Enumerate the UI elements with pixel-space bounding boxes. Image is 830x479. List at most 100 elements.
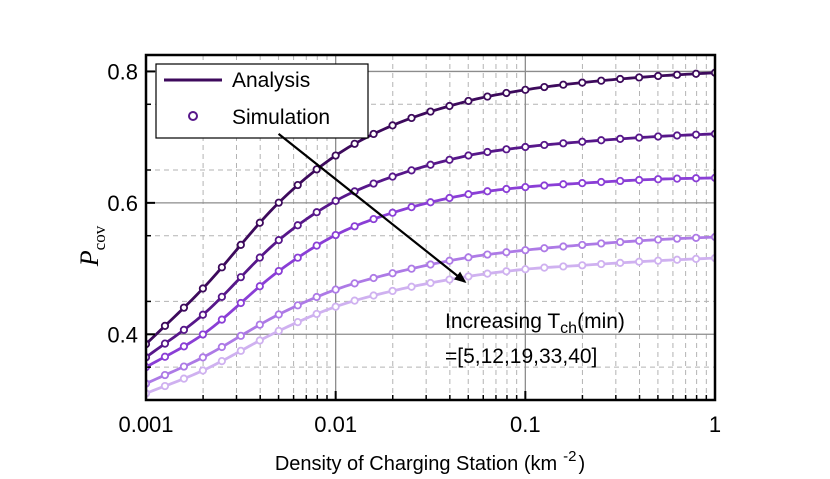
simulation-point-5	[274, 326, 283, 336]
legend-box	[155, 63, 369, 139]
simulation-point-4	[236, 331, 245, 340]
simulation-point-3	[255, 282, 264, 291]
simulation-point-2	[293, 221, 302, 230]
legend-analysis-label: Analysis	[232, 69, 310, 92]
y-axis-title-subscript: cov	[90, 225, 109, 250]
simulation-point-2	[540, 140, 549, 150]
simulation-point-2	[521, 142, 530, 152]
simulation-point-2	[255, 253, 264, 262]
simulation-point-2	[331, 196, 340, 205]
simulation-point-2	[369, 179, 378, 188]
simulation-point-4	[616, 237, 625, 247]
x-tick-label: 0.001	[118, 412, 173, 437]
analysis-curve-5	[146, 256, 715, 395]
simulation-point-3	[635, 175, 644, 185]
simulation-point-3	[521, 182, 530, 192]
simulation-point-2	[635, 133, 644, 142]
simulation-point-1	[483, 92, 492, 101]
simulation-point-4	[672, 234, 682, 243]
simulation-point-3	[293, 253, 302, 262]
simulation-point-5	[445, 275, 454, 284]
simulation-point-3	[597, 177, 606, 187]
simulation-point-3	[672, 174, 682, 183]
increasing-arrow	[277, 132, 467, 283]
simulation-point-4	[407, 264, 416, 273]
simulation-point-5	[369, 291, 378, 300]
simulation-point-4	[521, 246, 530, 255]
simulation-point-2	[597, 136, 606, 145]
simulation-point-5	[160, 381, 170, 391]
simulation-point-5	[331, 302, 340, 311]
simulation-point-5	[293, 318, 302, 327]
legend-simulation-circle-icon	[188, 111, 198, 121]
simulation-point-2	[483, 147, 492, 157]
simulation-point-5	[255, 336, 264, 345]
simulation-point-2	[672, 131, 682, 140]
simulation-point-4	[388, 269, 397, 278]
simulation-point-4	[445, 256, 454, 265]
simulation-point-4	[540, 244, 549, 253]
x-axis-title: Density of Charging Station (km -2)	[275, 448, 585, 475]
simulation-point-2	[653, 132, 663, 141]
annotation-ch-subscript: ch	[560, 320, 577, 337]
simulation-point-4	[464, 253, 473, 262]
y-tick-label: 0.6	[107, 191, 138, 216]
simulation-point-3	[502, 184, 511, 194]
y-axis-title-main: P	[75, 250, 104, 267]
simulation-point-5	[559, 262, 568, 271]
x-axis-title-close: )	[579, 453, 586, 475]
simulation-point-4	[369, 273, 378, 283]
simulation-point-2	[274, 236, 283, 245]
simulation-point-5	[691, 254, 701, 263]
simulation-point-1	[160, 321, 170, 331]
simulation-point-4	[179, 362, 189, 371]
simulation-point-3	[559, 180, 568, 189]
simulation-point-5	[179, 374, 189, 383]
annotation-increasing-text: Increasing T	[445, 310, 560, 333]
simulation-point-4	[502, 248, 511, 257]
simulation-point-4	[653, 235, 663, 244]
simulation-point-5	[236, 346, 245, 355]
y-tick-label: 0.8	[107, 59, 138, 84]
simulation-point-1	[691, 69, 701, 78]
simulation-point-3	[616, 176, 625, 186]
simulation-point-5	[653, 256, 663, 265]
simulation-point-3	[369, 214, 378, 224]
simulation-point-4	[160, 370, 170, 380]
simulation-point-1	[369, 129, 378, 139]
simulation-point-3	[331, 230, 340, 240]
simulation-point-4	[274, 310, 283, 319]
simulation-point-3	[236, 298, 245, 308]
simulation-point-4	[331, 285, 340, 294]
simulation-point-3	[160, 352, 170, 361]
simulation-point-4	[312, 292, 321, 302]
simulation-point-1	[540, 82, 549, 92]
simulation-point-1	[635, 73, 644, 82]
simulation-point-4	[559, 242, 568, 251]
simulation-point-4	[198, 353, 207, 362]
simulation-point-4	[578, 240, 587, 250]
simulation-point-2	[559, 139, 568, 148]
simulation-point-5	[198, 366, 207, 375]
simulation-point-2	[236, 273, 245, 282]
simulation-point-1	[293, 180, 302, 190]
simulation-point-5	[312, 309, 321, 319]
simulation-point-5	[464, 272, 473, 281]
simulation-point-3	[464, 190, 473, 199]
simulation-point-3	[350, 222, 359, 231]
annotation-min-text: (min)	[577, 310, 625, 333]
simulation-point-2	[407, 166, 416, 175]
annotation-line-2: =[5,12,19,33,40]	[445, 345, 597, 368]
simulation-point-3	[179, 342, 189, 351]
simulation-point-1	[559, 80, 568, 89]
simulation-point-1	[521, 85, 530, 94]
simulation-point-1	[502, 88, 511, 98]
simulation-point-2	[464, 151, 473, 160]
simulation-point-3	[388, 208, 397, 217]
simulation-point-3	[312, 241, 321, 250]
simulation-point-5	[426, 278, 435, 288]
simulation-point-1	[672, 70, 682, 79]
y-tick-label: 0.4	[107, 322, 138, 347]
simulation-point-3	[540, 181, 549, 190]
